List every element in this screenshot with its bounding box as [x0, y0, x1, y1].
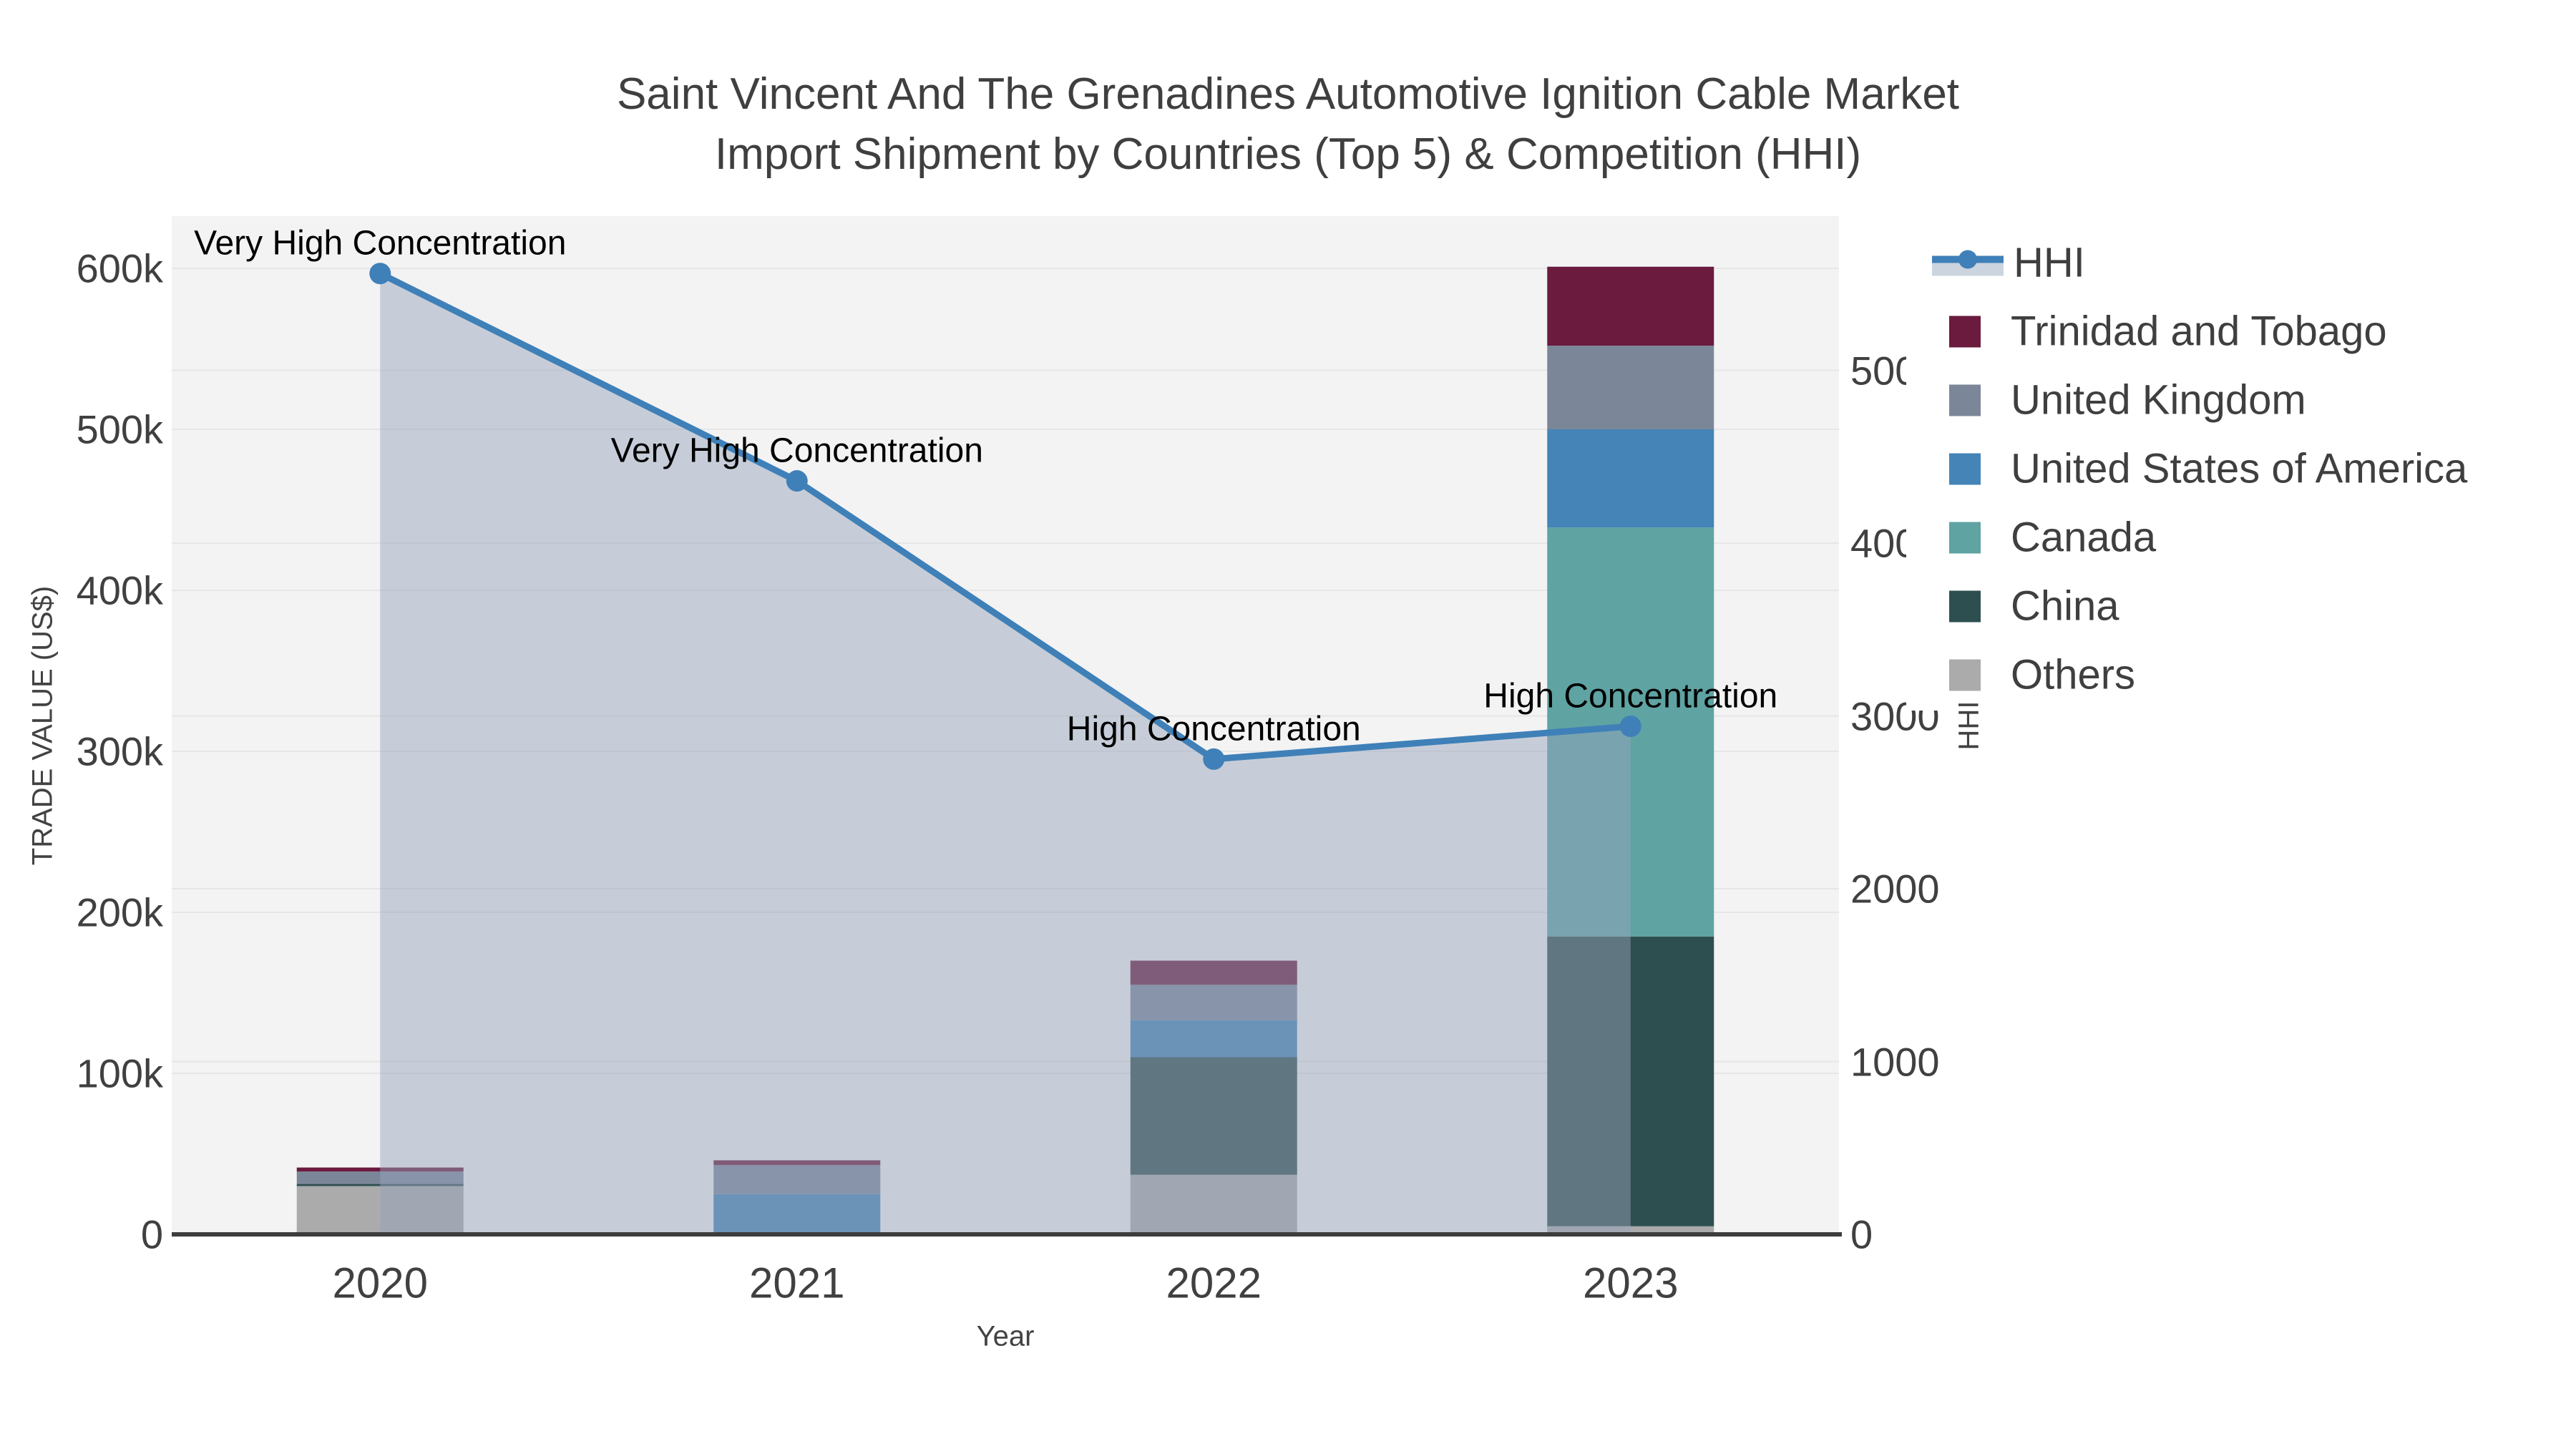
legend-item-trinidad-and-tobago: Trinidad and Tobago — [1906, 308, 2387, 356]
bar-segment-united-kingdom-2023 — [1547, 346, 1714, 429]
x-tick-label: 2021 — [749, 1259, 845, 1307]
bar-segment-trinidad-and-tobago-2020 — [296, 1167, 464, 1172]
y-axis-title-right: HHI — [1953, 701, 1985, 751]
bar-segment-united-states-of-america-2022 — [1130, 1020, 1297, 1058]
y-left-tick-label: 600k — [76, 245, 163, 291]
hhi-point-2022 — [1203, 748, 1225, 770]
x-axis-title: Year — [976, 1320, 1035, 1352]
chart-title-line2: Import Shipment by Countries (Top 5) & C… — [714, 130, 1862, 179]
legend-item-label: HHI — [2014, 239, 2085, 286]
legend-hhi-glyph-part — [1958, 250, 1977, 268]
x-tick-label: 2020 — [332, 1259, 428, 1307]
legend-color-swatch-icon — [1949, 384, 1981, 416]
legend-item-label: Others — [2011, 651, 2136, 698]
y-left-tick-label: 0 — [140, 1211, 163, 1257]
annotation-2022: High Concentration — [1066, 710, 1361, 748]
legend-item-united-states-of-america: United States of America — [1906, 445, 2467, 493]
bar-segment-united-kingdom-2022 — [1130, 985, 1297, 1020]
hhi-point-2021 — [786, 470, 808, 492]
bar-segment-united-states-of-america-2021 — [713, 1194, 881, 1234]
y-right-tick-label: 2000 — [1850, 866, 1940, 912]
legend-color-swatch-icon — [1949, 522, 1981, 553]
hhi-point-2020 — [369, 263, 391, 285]
legend-background — [1906, 238, 2573, 711]
bar-segment-others-2020 — [296, 1186, 464, 1234]
hhi-line — [379, 270, 1631, 763]
y-right-tick-label: 0 — [1850, 1211, 1873, 1257]
hhi-point-2023 — [1619, 715, 1641, 737]
legend-hhi-line-icon — [1932, 250, 2004, 275]
bar-segment-others-2023 — [1547, 1226, 1714, 1234]
bar-segment-china-2023 — [1547, 936, 1714, 1226]
y-axis-title-left: TRADE VALUE (US$) — [26, 585, 59, 866]
hhi-area-fill — [380, 273, 1631, 1234]
y-left-tick-label: 400k — [76, 567, 163, 613]
legend-color-swatch-icon — [1949, 316, 1981, 347]
legend-item-others: Others — [1906, 651, 2135, 699]
legend-color-swatch-icon — [1949, 659, 1981, 691]
bar-segment-others-2022 — [1130, 1174, 1297, 1234]
bar-segment-united-kingdom-2021 — [713, 1165, 881, 1194]
annotation-2020: Very High Concentration — [194, 224, 567, 263]
y-left-tick-label: 100k — [76, 1050, 163, 1096]
legend-item-label: United States of America — [2011, 445, 2468, 492]
bar-segment-china-2020 — [296, 1184, 464, 1186]
x-tick-label: 2022 — [1166, 1259, 1262, 1307]
bar-segment-trinidad-and-tobago-2021 — [713, 1160, 881, 1166]
bar-segment-trinidad-and-tobago-2023 — [1547, 266, 1714, 346]
x-tick-label: 2023 — [1583, 1259, 1679, 1307]
legend-item-united-kingdom: United Kingdom — [1906, 376, 2306, 424]
annotation-2023: High Concentration — [1483, 677, 1778, 716]
y-left-tick-label: 300k — [76, 728, 163, 774]
legend-item-label: Canada — [2011, 514, 2157, 561]
legend-color-swatch-icon — [1949, 453, 1981, 484]
y-right-tick-label: 1000 — [1850, 1039, 1940, 1084]
y-left-tick-label: 500k — [76, 406, 163, 452]
annotation-2021: Very High Concentration — [610, 431, 983, 470]
legend-item-label: Trinidad and Tobago — [2011, 308, 2387, 355]
bar-segment-united-kingdom-2020 — [296, 1171, 464, 1184]
bar-segment-united-states-of-america-2023 — [1547, 429, 1714, 528]
legend-item-label: China — [2011, 582, 2119, 630]
legend-item-china: China — [1906, 582, 2119, 630]
legend-color-swatch-icon — [1949, 590, 1981, 622]
bar-segment-trinidad-and-tobago-2022 — [1130, 960, 1297, 985]
legend-item-canada: Canada — [1906, 514, 2156, 562]
y-left-tick-label: 200k — [76, 889, 163, 935]
legend-item-hhi: HHI — [1906, 239, 2085, 287]
chart-title-line1: Saint Vincent And The Grenadines Automot… — [616, 69, 1960, 119]
bar-segment-china-2022 — [1130, 1057, 1297, 1175]
legend-item-label: United Kingdom — [2011, 376, 2306, 424]
